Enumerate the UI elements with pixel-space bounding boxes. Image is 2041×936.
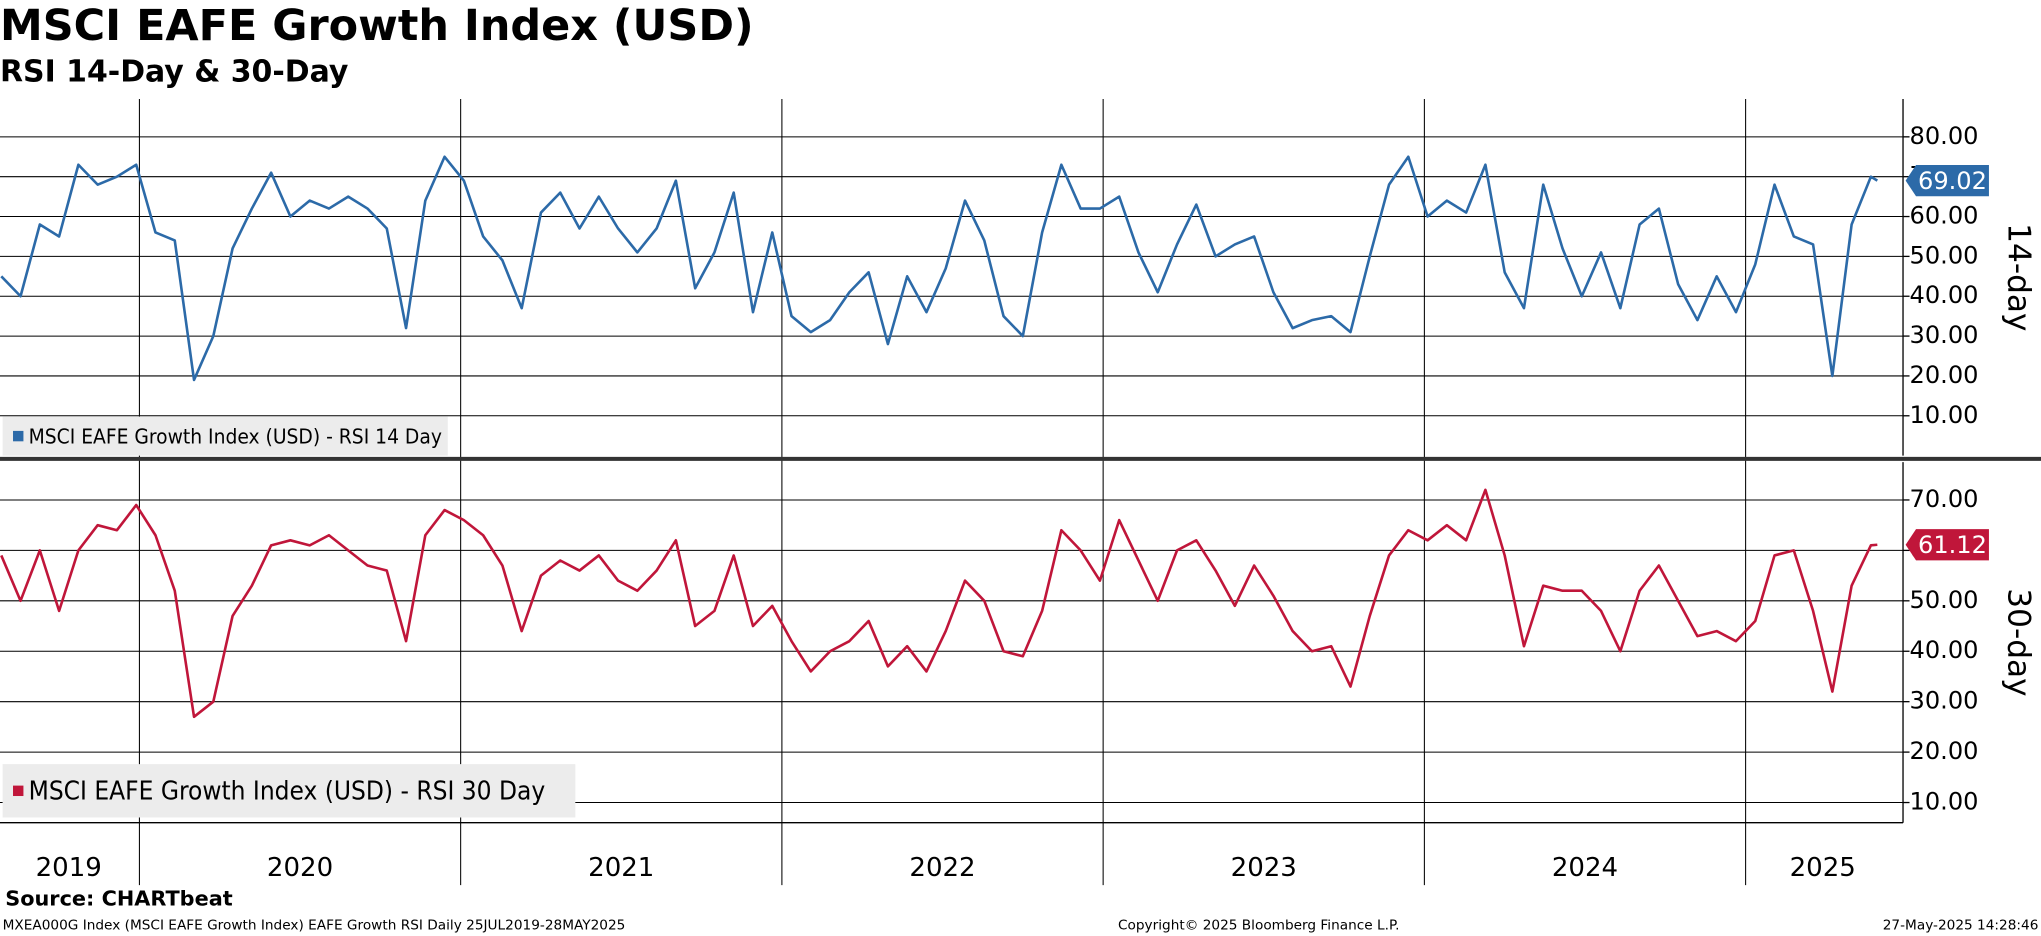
footer-right: 27-May-2025 14:28:46 (1883, 918, 2039, 934)
x-tick-label: 2024 (1552, 853, 1618, 883)
x-tick-label: 2025 (1790, 853, 1856, 883)
x-tick-label: 2023 (1231, 853, 1297, 883)
chart-title: MSCI EAFE Growth Index (USD) (0, 1, 754, 51)
y-tick-label: 80.00 (1910, 122, 1979, 150)
legend-box (2, 416, 448, 456)
legend-swatch (13, 785, 24, 797)
y-tick-label: 10.00 (1910, 788, 1979, 816)
chart-subtitle: RSI 14-Day & 30-Day (0, 54, 348, 89)
legend-label: MSCI EAFE Growth Index (USD) - RSI 14 Da… (29, 424, 442, 448)
last-value-label: 61.12 (1918, 531, 1987, 559)
y-axis-label: 30-day (2001, 588, 2037, 696)
y-tick-label: 70.00 (1910, 485, 1979, 513)
footer-center: Copyright© 2025 Bloomberg Finance L.P. (1118, 918, 1399, 934)
y-tick-label: 40.00 (1910, 281, 1979, 309)
footer-left: MXEA000G Index (MSCI EAFE Growth Index) … (3, 918, 626, 934)
source: Source: CHARTbeat (5, 886, 233, 910)
series-line (0, 488, 1878, 719)
y-tick-label: 50.00 (1910, 241, 1979, 269)
x-tick-label: 2020 (267, 853, 333, 883)
x-tick-label: 2022 (909, 853, 975, 883)
y-tick-label: 40.00 (1910, 636, 1979, 664)
last-value-tag (1905, 529, 1989, 561)
legend-box (2, 764, 576, 818)
y-tick-label: 60.00 (1910, 202, 1979, 230)
y-axis-label: 14-day (2001, 223, 2037, 331)
legend-swatch (13, 430, 24, 442)
y-tick-label: 10.00 (1910, 401, 1979, 429)
y-tick-label: 30.00 (1910, 687, 1979, 715)
y-tick-label: 50.00 (1910, 586, 1979, 614)
x-tick-label: 2019 (36, 853, 102, 883)
series-line (0, 155, 1879, 382)
x-tick-label: 2021 (588, 853, 654, 883)
y-tick-label: 20.00 (1910, 361, 1979, 389)
y-tick-label: 20.00 (1910, 737, 1979, 765)
last-value-label: 69.02 (1918, 167, 1987, 195)
last-value-tag (1905, 164, 1989, 197)
legend-label: MSCI EAFE Growth Index (USD) - RSI 30 Da… (29, 777, 546, 807)
y-tick-label: 30.00 (1910, 321, 1979, 349)
